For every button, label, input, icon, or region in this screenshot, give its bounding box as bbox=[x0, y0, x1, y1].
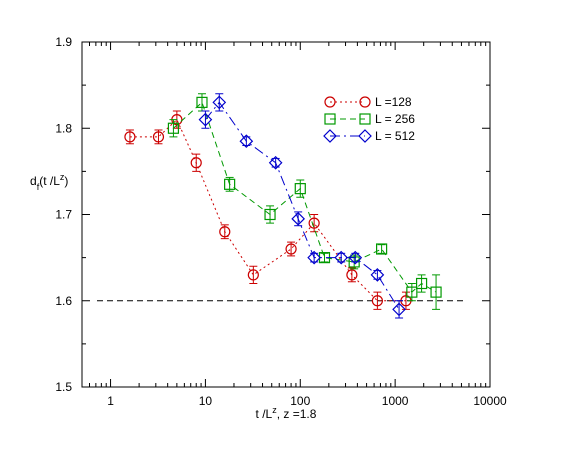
data-point bbox=[219, 226, 231, 238]
x-tick-label: 100 bbox=[290, 394, 310, 408]
data-point bbox=[348, 250, 363, 265]
series-1 bbox=[124, 110, 412, 310]
data-point bbox=[247, 269, 259, 281]
data-point bbox=[264, 208, 276, 221]
legend-marker bbox=[323, 129, 337, 143]
legend-marker bbox=[359, 96, 371, 108]
legend-entry: L =128 bbox=[324, 95, 412, 109]
y-axis-label: df(t /Lz) bbox=[30, 172, 68, 192]
data-point bbox=[307, 250, 321, 265]
series-layer bbox=[124, 93, 442, 319]
data-point bbox=[430, 286, 442, 298]
axis-ticks: 1 10 100 1000 10000 1.5 1.6 1.7 1.8 1.9 bbox=[55, 35, 507, 408]
legend-label: L =128 bbox=[375, 95, 412, 109]
legend-marker bbox=[358, 129, 372, 143]
data-point bbox=[406, 286, 418, 298]
data-point bbox=[198, 112, 213, 127]
data-point bbox=[212, 95, 227, 110]
data-point bbox=[190, 157, 202, 169]
legend-marker bbox=[359, 113, 371, 125]
data-point bbox=[415, 277, 428, 290]
data-point bbox=[239, 134, 254, 149]
x-tick-label: 1 bbox=[107, 394, 114, 408]
data-point bbox=[308, 217, 320, 229]
data-point bbox=[370, 268, 385, 282]
data-point bbox=[285, 243, 297, 255]
y-tick-label: 1.8 bbox=[55, 121, 72, 135]
y-tick-label: 1.7 bbox=[55, 208, 72, 222]
legend-label: L = 512 bbox=[375, 129, 415, 143]
x-tick-label: 10 bbox=[199, 394, 213, 408]
data-point bbox=[392, 302, 406, 317]
legend: L =128 L = 256 L = 512 bbox=[323, 95, 415, 143]
data-point bbox=[376, 243, 388, 255]
data-point bbox=[196, 96, 208, 108]
data-point bbox=[167, 122, 180, 134]
x-axis-label: t /Lz, z =1.8 bbox=[256, 405, 317, 421]
y-tick-label: 1.6 bbox=[55, 294, 72, 308]
data-point bbox=[334, 250, 349, 265]
data-point bbox=[224, 178, 236, 190]
data-point bbox=[346, 269, 358, 281]
data-point bbox=[291, 211, 306, 226]
x-tick-label: 1000 bbox=[382, 394, 409, 408]
data-point bbox=[268, 155, 283, 170]
plot-frame bbox=[81, 41, 491, 388]
series-line bbox=[173, 101, 437, 293]
legend-entry: L = 256 bbox=[324, 112, 415, 126]
legend-label: L = 256 bbox=[375, 112, 415, 126]
legend-entry: L = 512 bbox=[323, 129, 415, 143]
series-3 bbox=[198, 93, 406, 319]
data-point bbox=[371, 295, 383, 307]
legend-marker bbox=[324, 96, 336, 108]
data-point bbox=[152, 131, 165, 143]
series-line bbox=[129, 118, 406, 302]
data-point bbox=[124, 131, 136, 143]
x-tick-label: 10000 bbox=[473, 394, 507, 408]
data-point bbox=[294, 183, 306, 195]
legend-marker bbox=[324, 113, 336, 125]
y-tick-label: 1.5 bbox=[55, 380, 72, 394]
series-2 bbox=[167, 93, 442, 310]
series-line bbox=[205, 101, 400, 310]
y-tick-label: 1.9 bbox=[55, 35, 72, 49]
